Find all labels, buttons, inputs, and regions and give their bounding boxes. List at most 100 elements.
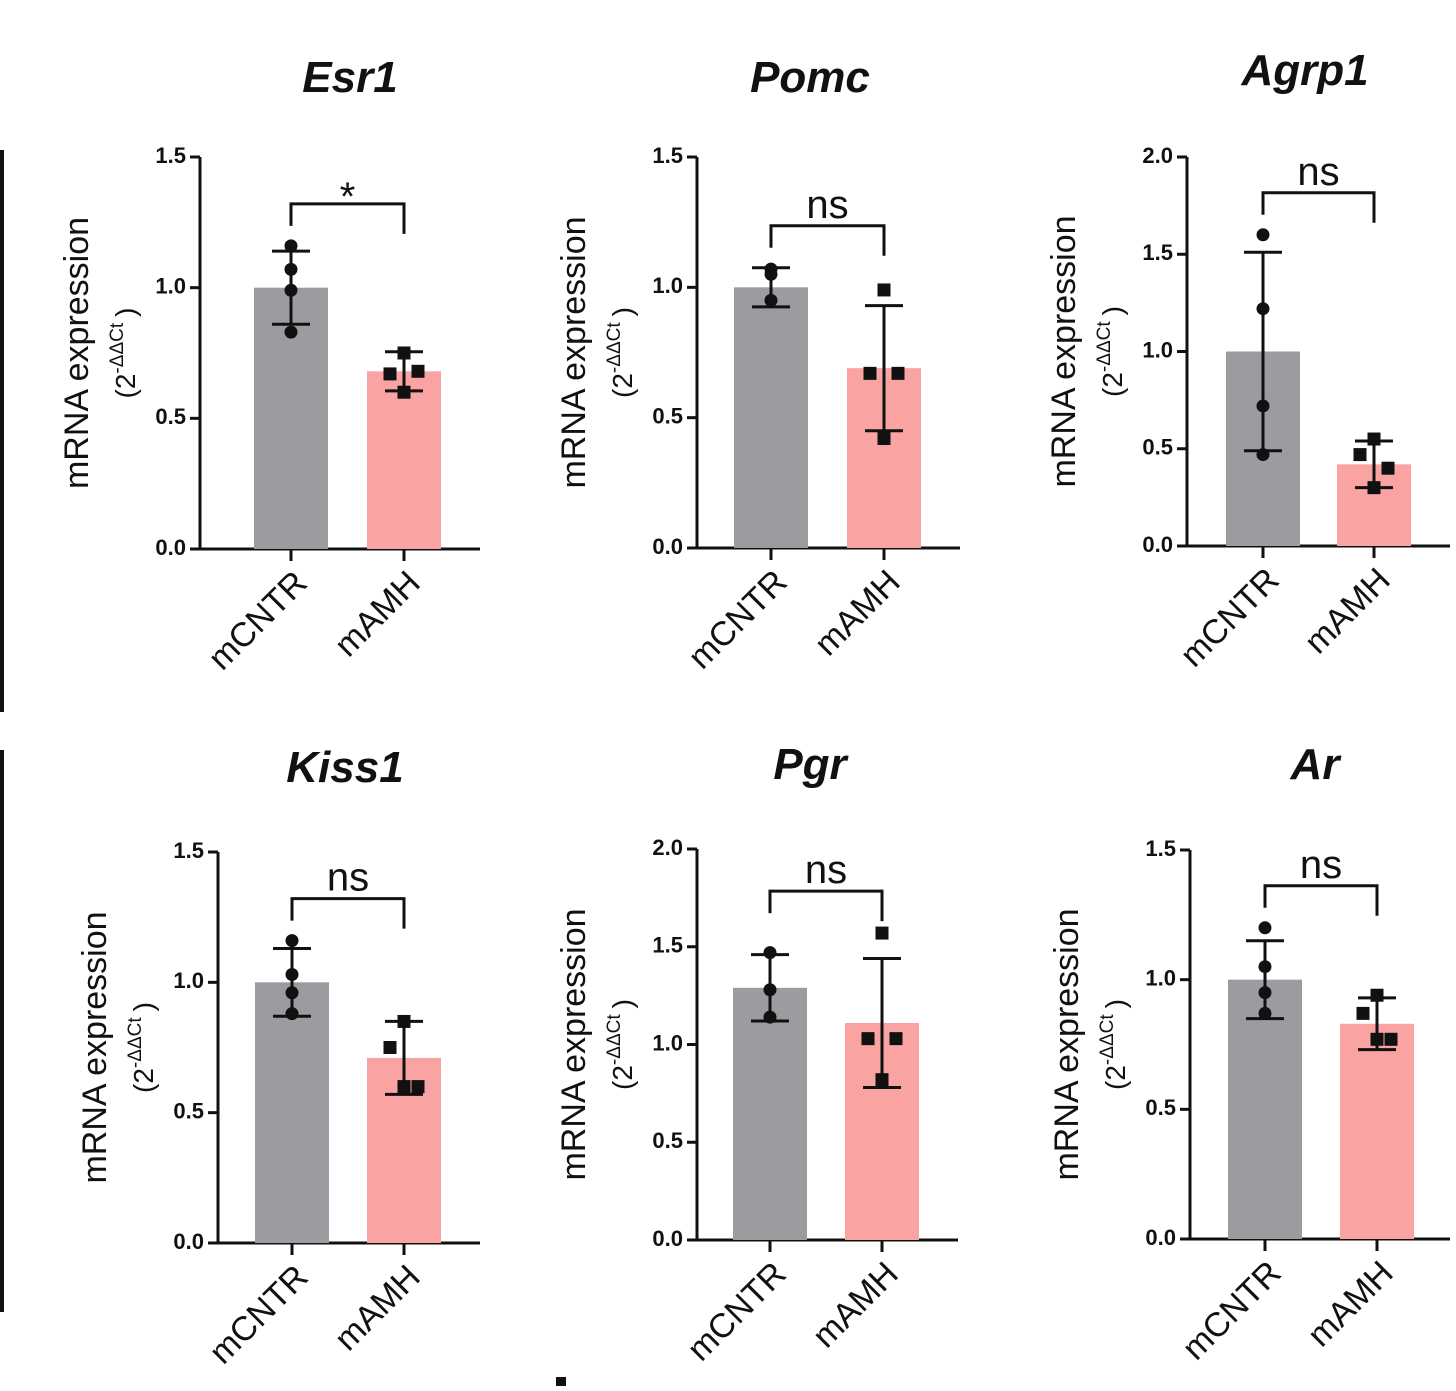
x-tick-label: mAMH (327, 564, 427, 664)
data-point (397, 346, 411, 360)
data-point (1384, 1032, 1398, 1046)
error-bar (863, 956, 901, 1090)
data-point (861, 1032, 875, 1046)
data-point (285, 986, 299, 1000)
y-tick-label: 1.0 (173, 968, 204, 993)
unit-exponent: -ΔΔCt (125, 1017, 146, 1068)
y-axis-unit: (2-ΔΔCt) (604, 999, 638, 1090)
significance-label: ns (327, 856, 369, 900)
y-tick-label: 2.0 (1142, 143, 1173, 168)
edge-mark (556, 1377, 566, 1386)
significance-bracket (768, 889, 884, 922)
unit-close: ) (128, 1002, 159, 1011)
data-point (1367, 432, 1381, 446)
unit-exponent: -ΔΔCt (1094, 321, 1115, 372)
unit-base: (2 (1097, 372, 1128, 397)
x-tick-label: mAMH (1300, 1254, 1400, 1354)
unit-exponent: -ΔΔCt (604, 322, 625, 373)
data-point (889, 1032, 903, 1046)
y-tick-label: 1.0 (155, 273, 186, 298)
data-point (397, 1014, 411, 1028)
data-point (1370, 988, 1384, 1002)
edge-line (0, 150, 4, 712)
unit-exponent: -ΔΔCt (604, 1014, 625, 1065)
x-tick-label: mAMH (1297, 561, 1397, 661)
data-point (1258, 1006, 1272, 1020)
data-point (1353, 448, 1367, 462)
significance-bracket (1261, 191, 1376, 223)
unit-exponent: -ΔΔCt (107, 322, 128, 373)
data-point (285, 934, 299, 948)
y-tick-label: 0.5 (155, 404, 186, 429)
significance-bracket (769, 224, 886, 256)
data-point (764, 293, 778, 307)
bar (733, 987, 807, 1240)
bar (1340, 1023, 1414, 1239)
data-point (397, 385, 411, 399)
data-point (1256, 302, 1270, 316)
y-tick-label: 2.0 (652, 835, 683, 860)
x-tick-label: mCNTR (201, 564, 315, 678)
bar (734, 287, 808, 548)
y-axis-label: mRNA expression (76, 911, 114, 1183)
y-axis-label: mRNA expression (1045, 215, 1083, 487)
panel-title: Pgr (773, 740, 849, 789)
bar (1228, 979, 1302, 1239)
y-tick-label: 1.0 (1142, 337, 1173, 362)
unit-close: ) (1100, 999, 1131, 1008)
significance-label: ns (1297, 150, 1339, 194)
data-point (284, 325, 298, 339)
data-point (763, 946, 777, 960)
unit-base: (2 (607, 1065, 638, 1090)
unit-base: (2 (607, 373, 638, 398)
data-point (763, 1010, 777, 1024)
panel-title: Kiss1 (286, 743, 403, 792)
bar (367, 371, 441, 549)
y-tick-label: 0.0 (652, 1226, 683, 1251)
y-tick-label: 0.0 (173, 1229, 204, 1254)
data-point (411, 364, 425, 378)
unit-close: ) (607, 999, 638, 1008)
y-tick-label: 0.5 (173, 1098, 204, 1123)
data-point (1367, 481, 1381, 495)
x-tick-label: mCNTR (680, 1255, 794, 1369)
unit-exponent: -ΔΔCt (1097, 1014, 1118, 1065)
data-point (1381, 461, 1395, 475)
y-axis-label: mRNA expression (1048, 908, 1086, 1180)
data-point (875, 926, 889, 940)
y-tick-label: 0.0 (1145, 1225, 1176, 1250)
y-axis-label: mRNA expression (555, 216, 593, 488)
data-point (1258, 921, 1272, 935)
y-tick-label: 0.5 (652, 1128, 683, 1153)
y-tick-label: 1.5 (1142, 240, 1173, 265)
data-point (411, 1080, 425, 1094)
data-point (285, 1007, 299, 1021)
y-tick-label: 0.0 (1142, 532, 1173, 557)
x-tick-label: mCNTR (1173, 561, 1287, 675)
unit-base: (2 (110, 374, 141, 399)
data-point (397, 1080, 411, 1094)
y-tick-label: 0.5 (1145, 1095, 1176, 1120)
x-tick-label: mAMH (807, 563, 907, 663)
data-point (1256, 228, 1270, 242)
data-point (764, 267, 778, 281)
unit-base: (2 (128, 1068, 159, 1093)
unit-close: ) (1097, 306, 1128, 315)
y-tick-label: 0.5 (1142, 435, 1173, 460)
y-tick-label: 1.5 (155, 143, 186, 168)
y-axis-label: mRNA expression (58, 217, 96, 489)
significance-bracket (290, 897, 406, 929)
significance-label: * (340, 175, 356, 219)
panel-title: Ar (1290, 740, 1343, 789)
data-point (1258, 986, 1272, 1000)
y-tick-label: 1.5 (173, 838, 204, 863)
data-point (1370, 1032, 1384, 1046)
y-axis-unit: (2-ΔΔCt) (107, 308, 141, 399)
data-point (1356, 1006, 1370, 1020)
x-tick-label: mCNTR (681, 563, 795, 677)
x-tick-label: mCNTR (202, 1258, 316, 1372)
data-point (383, 1041, 397, 1054)
y-axis-unit: (2-ΔΔCt) (604, 307, 638, 398)
y-tick-label: 1.5 (652, 933, 683, 958)
